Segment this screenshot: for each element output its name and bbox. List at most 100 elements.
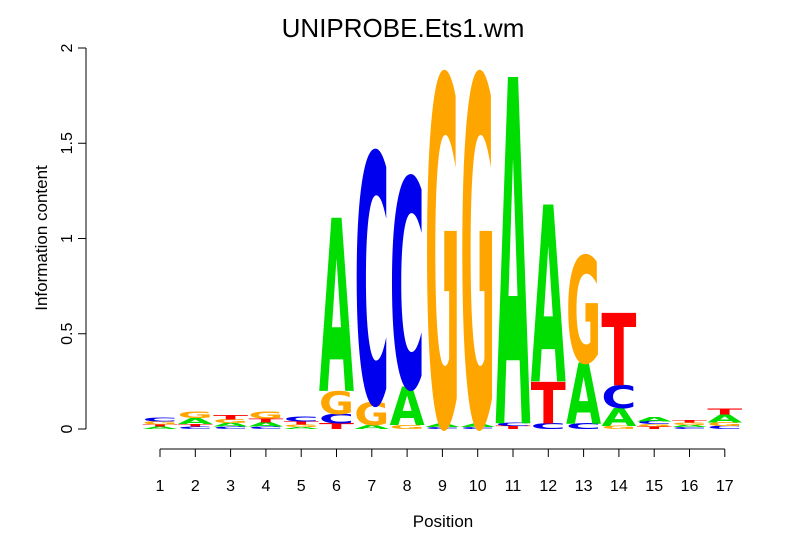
x-axis-label: Position [413, 512, 473, 531]
x-tick-label: 16 [681, 478, 699, 495]
logo-letter-t: T [531, 370, 566, 437]
logo-letter-a: A [390, 377, 425, 438]
logo-letter-a: A [319, 171, 354, 447]
logo-letter-t: T [601, 293, 636, 409]
logo-letter-g: G [390, 424, 425, 430]
logo-letter-a: A [672, 424, 707, 428]
logo-letter-c: C [425, 427, 460, 430]
x-tick-label: 4 [261, 478, 270, 495]
x-tick-label: 6 [332, 478, 341, 495]
x-tick-label: 11 [505, 478, 522, 495]
logo-letter-t: T [496, 425, 531, 430]
logo-letter-a: A [601, 403, 637, 432]
logo-letter-c: C [672, 427, 707, 430]
logo-letter-g: G [566, 228, 601, 398]
y-tick-label: 2 [59, 43, 76, 52]
logo-letter-g: G [143, 421, 178, 426]
logo-letter-a: A [213, 422, 248, 428]
x-tick-label: 3 [226, 478, 235, 495]
logo-letter-t: T [637, 426, 672, 430]
logo-letter-g: G [460, 0, 495, 537]
y-tick-label: 1.5 [59, 132, 76, 154]
logo-letter-a: A [178, 416, 213, 426]
logo-letter-c: C [460, 427, 495, 430]
logo-letter-t: T [284, 421, 319, 426]
logo-letter-g: G [213, 419, 248, 425]
logo-letter-t: T [672, 419, 707, 423]
logo-letter-c: C [496, 423, 531, 428]
logo-letter-g: G [178, 410, 213, 420]
logo-column-8: GAC [390, 121, 425, 456]
logo-letter-g: G [601, 426, 636, 431]
x-tick-label: 8 [403, 478, 412, 495]
x-tick-label: 14 [610, 478, 628, 495]
x-tick-label: 7 [367, 478, 376, 495]
logo-letter-g: G [637, 424, 672, 428]
logo-letter-c: C [213, 426, 248, 430]
logo-letter-g: G [707, 422, 742, 428]
logo-letter-g: G [248, 410, 283, 421]
logo-letter-t: T [143, 424, 178, 428]
logo-letter-c: C [637, 421, 672, 426]
logo-letter-c: C [601, 379, 636, 415]
x-tick-label: 17 [716, 478, 734, 495]
logo-letter-a: A [460, 423, 495, 428]
x-tick-label: 1 [156, 478, 165, 495]
logo-letter-a: A [284, 426, 319, 429]
y-tick-label: 0.5 [59, 323, 76, 345]
logo-letter-c: C [531, 422, 566, 431]
logo-letter-t: T [248, 417, 283, 423]
logo-letter-c: C [178, 426, 213, 430]
logo-letter-a: A [496, 0, 531, 536]
logo-letter-a: A [531, 158, 566, 440]
logo-column-9: CAG [425, 0, 460, 537]
logo-letter-a: A [354, 424, 389, 430]
chart-title: UNIPROBE.Ets1.wm [282, 13, 525, 43]
logo-letter-c: C [566, 422, 601, 431]
x-axis: 1 2 3 4 5 6 7 8 9 10 11 12 13 14 15 16 17 [156, 448, 734, 495]
logo-column-10: CAG [460, 0, 495, 537]
logo-letter-a: A [707, 413, 743, 425]
logo-column-11: TCA [496, 0, 531, 536]
logo-letter-g: G [284, 424, 319, 428]
logo-letter-g: G [425, 0, 460, 537]
x-tick-label: 5 [297, 478, 306, 495]
logo-letter-t: T [707, 407, 742, 416]
x-tick-label: 9 [438, 478, 447, 495]
logo-letter-t: T [319, 422, 354, 431]
logo-letter-c: C [354, 84, 389, 483]
y-tick-label: 0 [59, 424, 76, 433]
logo-letter-a: A [425, 423, 460, 428]
y-axis-label: Information content [32, 165, 51, 311]
logo-letter-t: T [178, 423, 213, 427]
logo-letter-c: C [319, 412, 354, 427]
logo-column-13: CAG [566, 228, 601, 443]
logo-letter-c: C [707, 425, 742, 430]
x-tick-label: 2 [191, 478, 200, 495]
logo-letter-a: A [637, 415, 672, 423]
logo-letter-c: C [248, 426, 283, 430]
logo-column-7: AGC [354, 84, 389, 483]
logo-column-12: CTA [531, 158, 566, 440]
logo-letter-a: A [143, 426, 178, 430]
x-tick-label: 13 [575, 478, 593, 495]
x-tick-label: 10 [469, 478, 487, 495]
logo-letter-a: A [248, 421, 283, 428]
logo-letter-c: C [284, 415, 319, 424]
logo-letter-c: C [143, 417, 178, 423]
logo-letter-a: A [566, 346, 601, 443]
logo-letter-g: G [319, 384, 354, 421]
y-tick-label: 1 [59, 234, 76, 243]
